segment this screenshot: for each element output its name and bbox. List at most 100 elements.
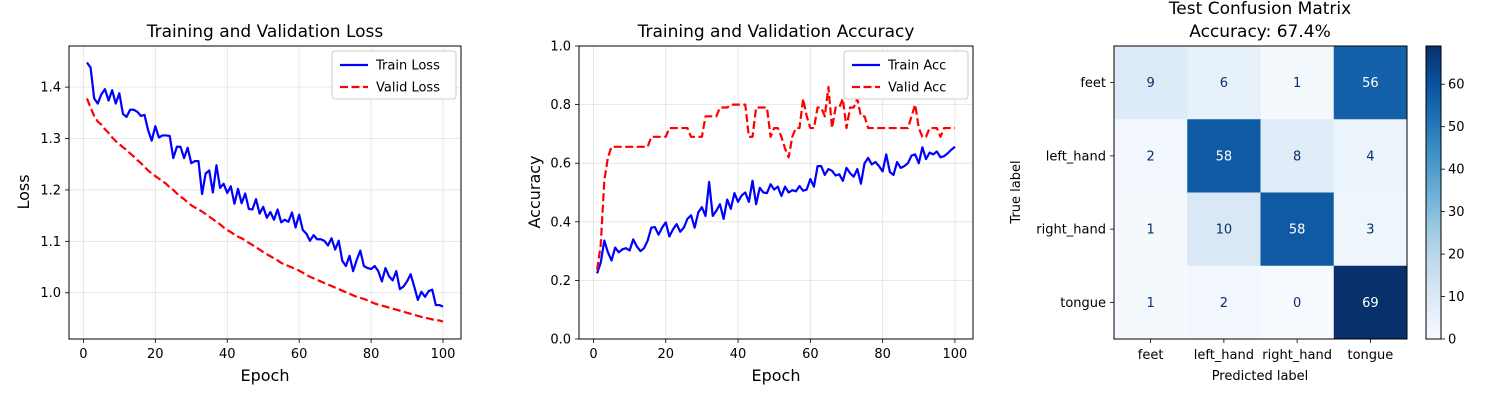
accuracy-y-tick-label: 0.0 xyxy=(550,333,571,348)
confusion-cell-value: 58 xyxy=(1216,149,1233,164)
accuracy-chart-title: Training and Validation Accuracy xyxy=(637,22,915,42)
loss-y-tick-label: 1.0 xyxy=(40,286,61,301)
accuracy-legend: Train Acc Valid Acc xyxy=(843,50,969,100)
confusion-x-tick-label: right_hand xyxy=(1262,348,1332,363)
confusion-cell-value: 9 xyxy=(1146,76,1154,91)
confusion-y-tick-label: right_hand xyxy=(1036,223,1106,238)
confusion-cell-value: 4 xyxy=(1366,149,1374,164)
loss-x-tick-label: 80 xyxy=(363,347,380,362)
confusion-cell xyxy=(1333,265,1408,340)
confusion-cell xyxy=(1260,46,1335,120)
confusion-cell xyxy=(1114,265,1188,340)
accuracy-legend-label: Valid Acc xyxy=(888,81,946,96)
accuracy-legend-label: Train Acc xyxy=(887,59,946,74)
confusion-cell xyxy=(1260,119,1335,193)
accuracy-x-axis-label: Epoch xyxy=(752,366,801,385)
confusion-y-tick-label: tongue xyxy=(1060,296,1106,311)
loss-y-tick-label: 1.1 xyxy=(40,235,61,250)
confusion-cell xyxy=(1187,265,1261,340)
confusion-cell xyxy=(1114,192,1188,267)
confusion-y-tick-label: feet xyxy=(1080,76,1106,91)
confusion-cell xyxy=(1187,119,1261,193)
colorbar-gradient xyxy=(1426,46,1441,339)
loss-series-1 xyxy=(85,98,444,323)
confusion-y-tick-label: left_hand xyxy=(1046,149,1106,164)
accuracy-y-tick-label: 0.6 xyxy=(550,157,571,172)
loss-x-tick-label: 60 xyxy=(291,347,308,362)
accuracy-x-tick-label: 40 xyxy=(730,347,747,362)
confusion-cell xyxy=(1260,192,1335,267)
loss-y-tick-label: 1.2 xyxy=(40,183,61,198)
colorbar-tick-label: 30 xyxy=(1448,205,1465,220)
accuracy-plot-frame xyxy=(578,45,974,340)
confusion-cell xyxy=(1333,46,1408,120)
confusion-cell xyxy=(1333,192,1408,267)
confusion-matrix-frame xyxy=(1113,45,1408,340)
colorbar-frame xyxy=(1425,45,1442,340)
confusion-cell xyxy=(1114,46,1188,120)
loss-x-tick-label: 0 xyxy=(79,347,87,362)
colorbar-tick-label: 0 xyxy=(1448,333,1456,348)
loss-chart-title: Training and Validation Loss xyxy=(146,22,384,42)
confusion-cell-value: 58 xyxy=(1289,223,1306,238)
confusion-cell-value: 1 xyxy=(1293,76,1301,91)
confusion-cell-value: 56 xyxy=(1362,76,1379,91)
loss-y-tick-label: 1.4 xyxy=(40,81,61,96)
loss-legend: Train Loss Valid Loss xyxy=(331,50,457,100)
confusion-cell-value: 69 xyxy=(1362,296,1379,311)
colorbar-tick-label: 50 xyxy=(1448,120,1465,135)
confusion-x-tick-label: left_hand xyxy=(1194,348,1254,363)
confusion-x-tick-label: feet xyxy=(1138,348,1164,363)
confusion-cell xyxy=(1187,192,1261,267)
confusion-cell-value: 2 xyxy=(1220,296,1228,311)
accuracy-y-tick-label: 1.0 xyxy=(550,40,571,55)
confusion-cell-value: 1 xyxy=(1146,296,1154,311)
accuracy-x-tick-label: 100 xyxy=(943,347,968,362)
confusion-cell-value: 0 xyxy=(1293,296,1301,311)
confusion-cell-value: 8 xyxy=(1293,149,1301,164)
accuracy-y-tick-label: 0.2 xyxy=(550,274,571,289)
confusion-cell-value: 6 xyxy=(1220,76,1228,91)
loss-series-0 xyxy=(86,61,444,308)
loss-legend-label: Valid Loss xyxy=(376,81,440,96)
confusion-cell xyxy=(1333,119,1408,193)
confusion-cell xyxy=(1114,119,1188,193)
loss-x-tick-label: 20 xyxy=(147,347,164,362)
accuracy-x-tick-label: 80 xyxy=(874,347,891,362)
confusion-cell-value: 1 xyxy=(1146,223,1154,238)
accuracy-x-tick-label: 0 xyxy=(589,347,597,362)
accuracy-y-tick-label: 0.8 xyxy=(550,98,571,113)
loss-y-tick-label: 1.3 xyxy=(40,132,61,147)
confusion-matrix-y-label: True label xyxy=(1009,160,1024,224)
loss-plot-frame xyxy=(68,45,462,340)
loss-x-axis-label: Epoch xyxy=(241,366,290,385)
confusion-cell xyxy=(1260,265,1335,340)
colorbar: 0 10 20 30 40 50 60 xyxy=(1425,45,1465,348)
confusion-cell-value: 10 xyxy=(1216,223,1233,238)
colorbar-tick-label: 10 xyxy=(1448,290,1465,305)
confusion-matrix: 9 6 1 562 58 8 41 10 58 31 2 0 69 feet left_hand right… xyxy=(1009,0,1465,384)
confusion-x-tick-label: tongue xyxy=(1347,348,1393,363)
accuracy-series-1 xyxy=(595,85,955,271)
confusion-cell-value: 3 xyxy=(1366,223,1374,238)
confusion-cell-value: 2 xyxy=(1146,149,1154,164)
confusion-matrix-accuracy: Accuracy: 67.4% xyxy=(1189,22,1331,42)
loss-chart: 0 20 40 60 80 100 1.0 1.1 1.2 1.3 1.4 Training and… xyxy=(14,22,462,385)
accuracy-x-tick-label: 20 xyxy=(657,347,674,362)
colorbar-tick-label: 60 xyxy=(1448,78,1465,93)
accuracy-x-tick-label: 60 xyxy=(802,347,819,362)
accuracy-chart: 0 20 40 60 80 100 0.0 0.2 0.4 0.6 0.8 1.0 Training … xyxy=(525,22,974,385)
accuracy-series-0 xyxy=(596,145,956,274)
confusion-matrix-x-label: Predicted label xyxy=(1212,369,1309,384)
loss-legend-label: Train Loss xyxy=(375,59,440,74)
accuracy-y-tick-label: 0.4 xyxy=(550,215,571,230)
colorbar-tick-label: 40 xyxy=(1448,163,1465,178)
loss-x-tick-label: 40 xyxy=(219,347,236,362)
confusion-matrix-title: Test Confusion Matrix xyxy=(1168,0,1351,19)
colorbar-tick-label: 20 xyxy=(1448,248,1465,263)
loss-y-axis-label: Loss xyxy=(14,174,33,209)
confusion-cell xyxy=(1187,46,1261,120)
accuracy-y-axis-label: Accuracy xyxy=(525,155,544,228)
loss-x-tick-label: 100 xyxy=(431,347,456,362)
